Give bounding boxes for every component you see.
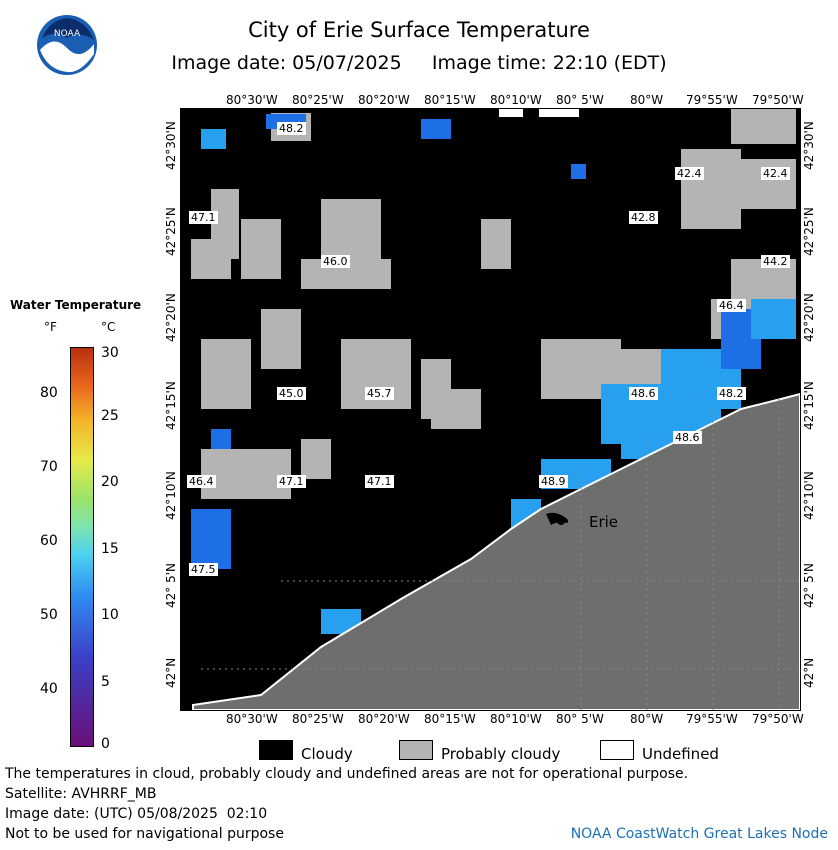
colorbar-c-tick: 15 [101, 541, 119, 557]
temperature-label: 47.1 [277, 475, 306, 488]
temperature-label: 42.4 [675, 167, 704, 180]
lon-tick-top: 79°55'W [686, 93, 738, 107]
erie-city-marker [546, 512, 569, 525]
map-title: City of Erie Surface Temperature [248, 18, 590, 42]
temperature-label: 48.9 [539, 475, 568, 488]
probably-cloudy-swatch [399, 740, 433, 760]
lon-tick-bottom: 79°55'W [686, 712, 738, 726]
logo-text: NOAA [54, 29, 81, 39]
lon-tick-top: 80°25'W [292, 93, 344, 107]
utc-date-text: Image date: (UTC) 05/08/2025 02:10 [5, 806, 268, 822]
lat-tick-right: 42°10'N [802, 471, 816, 520]
legend-title: Water Temperature [10, 298, 142, 312]
temperature-label: 42.8 [629, 211, 658, 224]
image-datetime: Image date: 05/07/2025 Image time: 22:10… [171, 52, 667, 74]
lat-tick-left: 42°30'N [164, 121, 178, 170]
lon-tick-bottom: 79°50'W [752, 712, 804, 726]
temperature-label: 45.7 [365, 387, 394, 400]
lat-tick-left: 42°10'N [164, 471, 178, 520]
colorbar-c-tick: 25 [101, 408, 119, 424]
lat-tick-right: 42°15'N [802, 381, 816, 430]
lat-tick-left: 42°25'N [164, 207, 178, 256]
map-canvas [191, 109, 800, 710]
navigation-warning: Not to be used for navigational purpose [5, 826, 284, 842]
legend-f-header: °F [44, 320, 57, 334]
temperature-label: 47.1 [365, 475, 394, 488]
lat-tick-left: 42°20'N [164, 293, 178, 342]
legend-c-header: °C [101, 320, 116, 334]
noaa-logo: NOAA [36, 14, 98, 76]
colorbar-f-tick: 50 [40, 607, 58, 623]
lon-tick-top: 79°50'W [752, 93, 804, 107]
temperature-label: 42.4 [761, 167, 790, 180]
land-area [192, 392, 800, 710]
lat-tick-left: 42° 5'N [164, 563, 178, 608]
lon-tick-bottom: 80° 5'W [556, 712, 604, 726]
temperature-label: 48.6 [673, 431, 702, 444]
lat-tick-right: 42° 5'N [802, 563, 816, 608]
lon-tick-bottom: 80°10'W [490, 712, 542, 726]
temperature-label: 45.0 [277, 387, 306, 400]
disclaimer-text: The temperatures in cloud, probably clou… [5, 766, 689, 782]
lon-tick-top: 80°15'W [424, 93, 476, 107]
colorbar-c-tick: 5 [101, 674, 110, 690]
lat-tick-left: 42°N [164, 657, 178, 688]
colorbar-c-tick: 0 [101, 736, 110, 752]
lon-tick-top: 80°W [630, 93, 664, 107]
temperature-colorbar [70, 347, 94, 747]
lon-tick-top: 80° 5'W [556, 93, 604, 107]
lat-tick-right: 42°20'N [802, 293, 816, 342]
temperature-label: 47.5 [189, 563, 218, 576]
temperature-label: 48.6 [629, 387, 658, 400]
lon-tick-bottom: 80°20'W [358, 712, 410, 726]
undefined-swatch [600, 740, 634, 760]
lon-tick-top: 80°20'W [358, 93, 410, 107]
temperature-label: 46.4 [717, 299, 746, 312]
lat-tick-right: 42°30'N [802, 121, 816, 170]
cloudy-label: Cloudy [301, 745, 353, 763]
lon-tick-bottom: 80°W [630, 712, 664, 726]
cloudy-swatch [259, 740, 293, 760]
graticule [201, 399, 800, 710]
undefined-areas [499, 109, 579, 117]
lon-tick-top: 80°10'W [490, 93, 542, 107]
temperature-label: 47.1 [189, 211, 218, 224]
undefined-label: Undefined [642, 745, 719, 763]
colorbar-f-tick: 70 [40, 459, 58, 475]
probably-cloudy-label: Probably cloudy [441, 745, 561, 763]
lon-tick-top: 80°30'W [226, 93, 278, 107]
colorbar-c-tick: 20 [101, 474, 119, 490]
temperature-label: 46.0 [321, 255, 350, 268]
satellite-text: Satellite: AVHRRF_MB [5, 786, 157, 802]
lon-tick-bottom: 80°30'W [226, 712, 278, 726]
lat-tick-left: 42°15'N [164, 381, 178, 430]
temperature-label: 46.4 [187, 475, 216, 488]
colorbar-f-tick: 80 [40, 385, 58, 401]
lat-tick-right: 42°N [802, 657, 816, 688]
temperature-label: 44.2 [761, 255, 790, 268]
credit-text: NOAA CoastWatch Great Lakes Node [570, 826, 828, 842]
colorbar-c-tick: 10 [101, 607, 119, 623]
colorbar-f-tick: 60 [40, 533, 58, 549]
temperature-label: 48.2 [717, 387, 746, 400]
lon-tick-bottom: 80°25'W [292, 712, 344, 726]
temperature-label: 48.2 [277, 122, 306, 135]
colorbar-f-tick: 40 [40, 681, 58, 697]
temperature-map: 48.2 42.4 42.4 47.1 42.8 46.0 44.2 46.4 … [180, 108, 801, 711]
lon-tick-bottom: 80°15'W [424, 712, 476, 726]
colorbar-c-tick: 30 [101, 345, 119, 361]
lat-tick-right: 42°25'N [802, 207, 816, 256]
erie-label: Erie [589, 513, 619, 531]
